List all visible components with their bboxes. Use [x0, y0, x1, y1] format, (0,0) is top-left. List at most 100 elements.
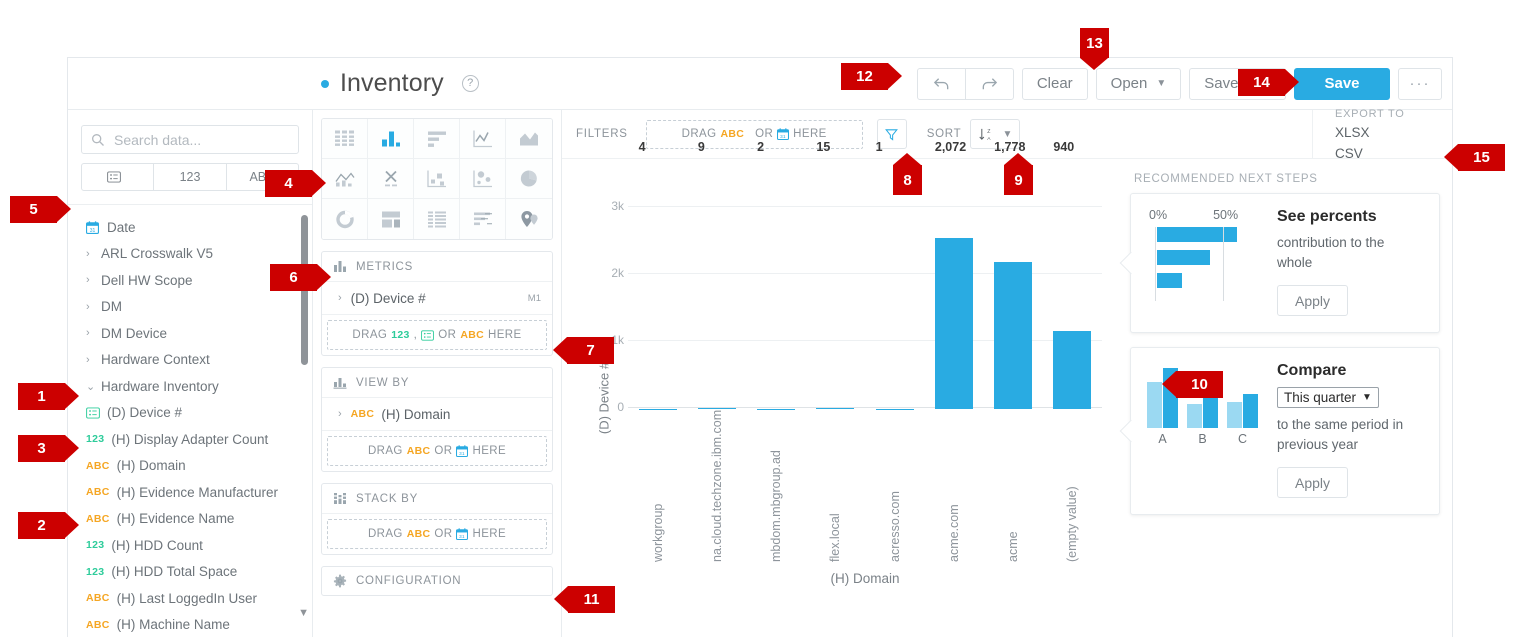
field-item-device-number[interactable]: (D) Device # — [68, 400, 312, 427]
bar-column[interactable]: 2,072 — [924, 159, 983, 409]
callout-marker-3: 3 — [18, 435, 65, 462]
export-xlsx-link[interactable]: XLSX — [1335, 125, 1438, 140]
open-button[interactable]: Open ▼ — [1096, 68, 1182, 100]
field-item-domain[interactable]: ABC (H) Domain — [68, 453, 312, 480]
chart-type-layout-blocks[interactable] — [368, 199, 414, 239]
compare-text: Compare This quarter ▼ to the same perio… — [1277, 362, 1423, 498]
calendar-icon: 31 — [777, 128, 789, 140]
callout-marker-10: 10 — [1176, 371, 1223, 398]
device-icon — [421, 330, 434, 341]
save-button[interactable]: Save — [1294, 68, 1390, 100]
dropzone-prefix: DRAG — [682, 128, 717, 140]
sort-label: SORT — [927, 128, 962, 140]
bar-column[interactable]: 1 — [865, 159, 924, 409]
recommendation-card-see-percents[interactable]: 0% 50% See per — [1130, 193, 1440, 333]
field-label: ARL Crosswalk V5 — [101, 246, 213, 261]
chart-type-bubble[interactable] — [460, 159, 506, 199]
more-options-button[interactable]: ··· — [1398, 68, 1442, 100]
apply-button[interactable]: Apply — [1277, 285, 1348, 316]
question-mark-icon[interactable]: ? — [462, 75, 479, 92]
callout-marker-1: 1 — [18, 383, 65, 410]
chart-type-map[interactable] — [506, 199, 552, 239]
chart-type-table[interactable] — [322, 119, 368, 159]
field-item-evidence-name[interactable]: ABC (H) Evidence Name — [68, 506, 312, 533]
bar-column[interactable]: 15 — [806, 159, 865, 409]
x-tick-label: na.cloud.techzone.ibm.com — [710, 411, 724, 566]
area-chart-icon — [517, 127, 541, 150]
visualization-shelf-panel: METRICS › (D) Device # M1 DRAG 123 , — [313, 110, 562, 637]
text-tag-icon: ABC — [720, 128, 744, 140]
field-group-hardware-context[interactable]: › Hardware Context — [68, 347, 312, 374]
bar-column[interactable]: 1,778 — [984, 159, 1043, 409]
callout-marker-7: 7 — [567, 337, 614, 364]
x-label-cell: flex.local — [806, 411, 865, 566]
field-item-hdd-total-space[interactable]: 123 (H) HDD Total Space — [68, 559, 312, 586]
bar-column[interactable]: 2 — [747, 159, 806, 409]
dropzone-prefix: DRAG — [352, 329, 387, 341]
text-tag-icon: ABC — [86, 592, 110, 604]
undo-redo-group — [917, 68, 1014, 100]
treemap-icon — [425, 167, 449, 190]
chart-type-scatter-x[interactable] — [368, 159, 414, 199]
chart-type-pie[interactable] — [506, 159, 552, 199]
clear-button[interactable]: Clear — [1022, 68, 1088, 100]
configuration-button[interactable]: CONFIGURATION — [321, 566, 553, 596]
chart-type-treemap[interactable] — [414, 159, 460, 199]
apply-button[interactable]: Apply — [1277, 467, 1348, 498]
chart-type-area[interactable] — [506, 119, 552, 159]
scroll-down-icon[interactable]: ▼ — [298, 607, 309, 619]
shelf-metrics-dropzone[interactable]: DRAG 123 , OR ABC HERE — [327, 320, 547, 350]
metrics-bars-icon — [333, 260, 347, 273]
field-group-dm-device[interactable]: › DM Device — [68, 320, 312, 347]
x-tick-label: flex.local — [828, 411, 842, 566]
chart-type-line[interactable] — [460, 119, 506, 159]
filter-device-button[interactable] — [81, 163, 154, 191]
bar-column[interactable]: 4 — [628, 159, 687, 409]
text-tag-icon: ABC — [351, 408, 375, 420]
field-item-evidence-manufacturer[interactable]: ABC (H) Evidence Manufacturer — [68, 479, 312, 506]
category-label: C — [1227, 432, 1258, 446]
y-tick-label: 0 — [617, 400, 624, 414]
field-item-date[interactable]: 31 Date — [68, 214, 312, 241]
chart-type-combo[interactable] — [322, 159, 368, 199]
field-item-last-loggedin-user[interactable]: ABC (H) Last LoggedIn User — [68, 585, 312, 612]
field-group-dm[interactable]: › DM — [68, 294, 312, 321]
shelf-stack-by-dropzone[interactable]: DRAG ABC OR 31 HERE — [327, 519, 547, 549]
field-label: Dell HW Scope — [101, 273, 193, 288]
x-tick-label: (empty value) — [1065, 411, 1079, 566]
map-pin-icon — [517, 208, 541, 231]
search-input[interactable]: Search data... — [81, 125, 299, 154]
shelf-view-by-dropzone[interactable]: DRAG ABC OR 31 HERE — [327, 436, 547, 466]
chart-type-bar[interactable] — [368, 119, 414, 159]
bar-column[interactable]: 940 — [1043, 159, 1102, 409]
chart-type-pivot-table[interactable] — [414, 199, 460, 239]
shelf-view-by-item[interactable]: › ABC (H) Domain — [322, 398, 552, 431]
bar-column[interactable]: 9 — [687, 159, 746, 409]
callout-marker-9: 9 — [1004, 165, 1033, 195]
field-item-hdd-count[interactable]: 123 (H) HDD Count — [68, 532, 312, 559]
field-item-machine-name[interactable]: ABC (H) Machine Name — [68, 612, 312, 638]
toolbar-actions: Clear Open ▼ Save as n Save ··· — [917, 68, 1442, 100]
field-label: (H) Evidence Name — [117, 511, 235, 526]
field-group-hardware-inventory[interactable]: ⌄ Hardware Inventory — [68, 373, 312, 400]
undo-button[interactable] — [917, 68, 966, 100]
axis-rule — [1223, 227, 1224, 301]
chart-type-horizontal-bar[interactable] — [414, 119, 460, 159]
filter-numeric-button[interactable]: 123 — [153, 163, 226, 191]
shelf-metrics-item[interactable]: › (D) Device # M1 — [322, 282, 552, 315]
stack-by-icon — [333, 492, 347, 505]
compare-period-select[interactable]: This quarter ▼ — [1277, 387, 1379, 408]
field-label: (H) Last LoggedIn User — [117, 591, 257, 606]
calendar-icon: 31 — [456, 528, 468, 540]
y-axis-ticks: 3k 2k 1k 0 — [594, 159, 624, 409]
chart-type-donut[interactable] — [322, 199, 368, 239]
chevron-down-icon: ▼ — [1362, 392, 1372, 403]
field-label: (H) HDD Count — [111, 538, 203, 553]
chart-type-kpi-list[interactable] — [460, 199, 506, 239]
redo-button[interactable] — [965, 68, 1014, 100]
field-item-display-adapter-count[interactable]: 123 (H) Display Adapter Count — [68, 426, 312, 453]
shelf-item-label: (H) Domain — [381, 407, 450, 422]
funnel-filter-icon — [884, 127, 899, 142]
text-tag-icon: ABC — [86, 460, 110, 472]
text-tag-icon: ABC — [407, 528, 431, 540]
